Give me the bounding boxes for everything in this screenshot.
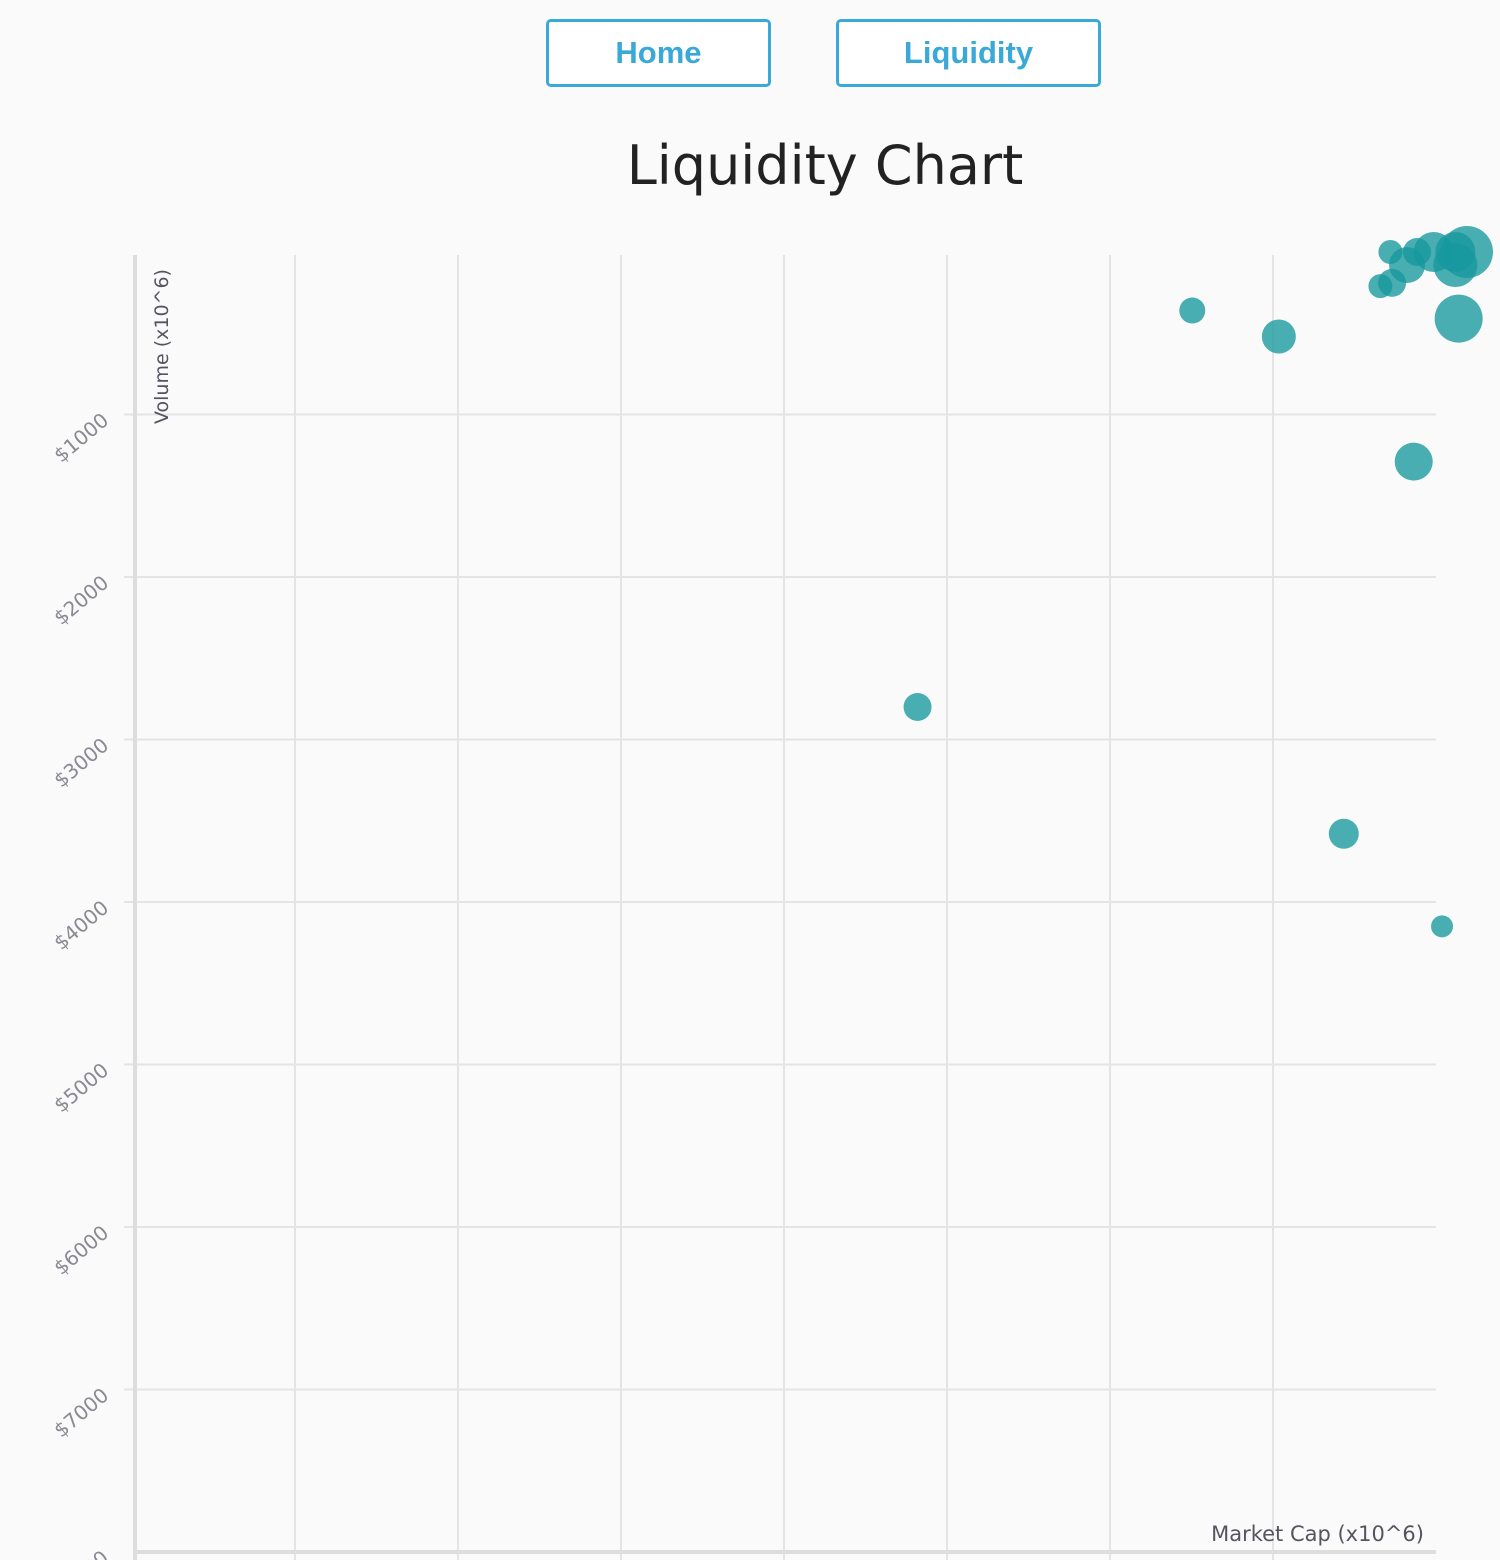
data-point[interactable] [1394,442,1433,481]
data-point[interactable] [1434,294,1483,343]
liquidity-button[interactable]: Liquidity [836,19,1101,87]
data-point[interactable] [903,693,932,721]
y-tick-label: $3000 [49,733,113,792]
y-axis-label: Volume (x10^6) [151,269,173,424]
x-axis-label: Market Cap (x10^6) [1211,1522,1424,1546]
y-tick-label: $1000 [49,408,113,467]
chart-title: Liquidity Chart [626,134,1024,197]
y-tick-label: $7000 [49,1383,113,1442]
data-point[interactable] [1441,226,1493,278]
point-layer [903,226,1493,938]
y-tick-label: $4000 [49,895,113,954]
y-tick-label: $5000 [49,1058,113,1117]
grid-layer [124,255,1436,1560]
data-point[interactable] [1261,319,1296,354]
axis-layer: $1000 $2000 $3000 $4000 $5000 $6000 $7000 $8000 [49,255,1436,1560]
data-point[interactable] [1328,818,1359,849]
data-point[interactable] [1179,297,1206,324]
home-button[interactable]: Home [546,19,771,87]
y-tick-label: $6000 [49,1220,113,1279]
y-tick-label: $2000 [49,570,113,629]
y-tick-label: $8000 [49,1545,113,1560]
data-point[interactable] [1431,915,1454,938]
